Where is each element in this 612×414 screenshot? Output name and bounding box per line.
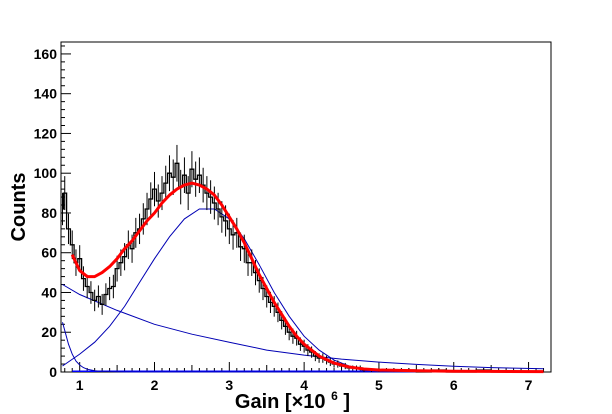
y-tick-label: 80	[41, 205, 57, 221]
y-tick-label: 40	[41, 284, 57, 300]
exponential-component-line	[62, 284, 544, 370]
x-axis-label-suffix: ]	[343, 391, 350, 413]
y-tick-label: 0	[49, 364, 57, 380]
x-tick-label: 5	[375, 377, 383, 393]
x-tick-label: 1	[76, 377, 84, 393]
x-axis-label-main: Gain [×10	[235, 391, 326, 413]
y-tick-label: 60	[41, 245, 57, 261]
axis-ticks	[61, 45, 545, 373]
data-histogram	[62, 162, 544, 373]
pedestal-component-line	[62, 322, 544, 373]
axis-tick-labels: 1 2 3 4 5 6 7 0 20 40 60 80 100 120 140 160	[34, 46, 533, 393]
data-series	[61, 144, 544, 374]
x-axis-label: Gain [×10 6 ]	[235, 383, 350, 413]
y-tick-label: 20	[41, 324, 57, 340]
y-axis-label: Counts	[8, 173, 30, 242]
y-tick-label: 100	[34, 165, 58, 181]
y-tick-label: 120	[34, 125, 58, 141]
y-tick-label: 140	[34, 86, 58, 102]
x-tick-label: 2	[151, 377, 159, 393]
x-tick-label: 3	[225, 377, 233, 393]
plot-frame	[60, 41, 552, 373]
y-tick-label: 160	[34, 46, 58, 62]
x-tick-label: 4	[300, 377, 308, 393]
x-axis-label-exponent: 6	[331, 389, 338, 403]
x-tick-label: 7	[525, 377, 533, 393]
total-fit-line	[70, 181, 544, 374]
x-tick-label: 6	[450, 377, 458, 393]
